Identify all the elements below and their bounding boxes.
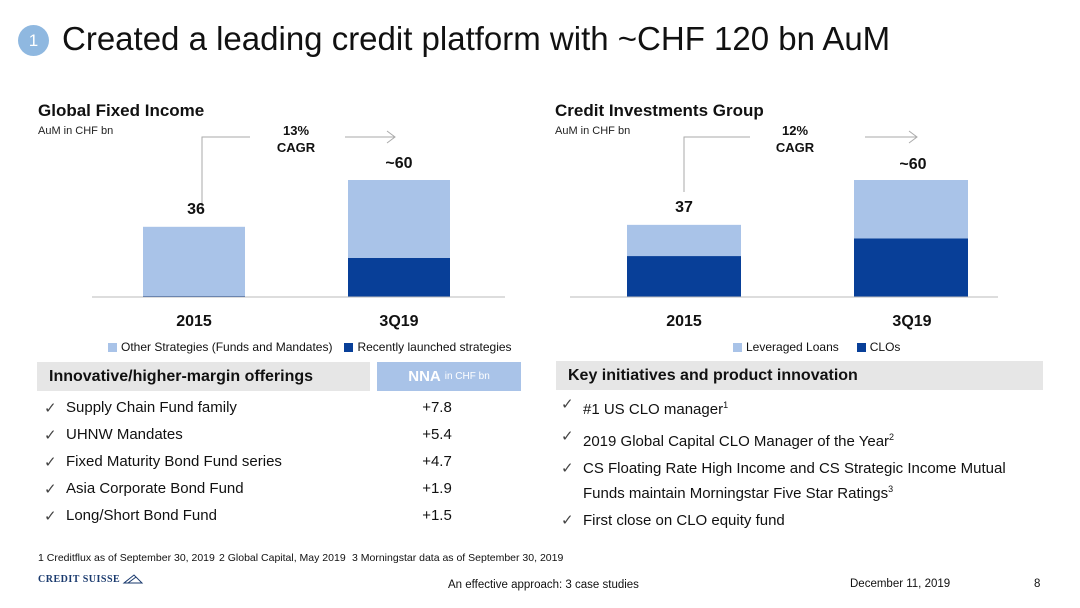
initiative-text: First close on CLO equity fund: [583, 512, 785, 529]
footnote-1: 1 Creditflux as of September 30, 2019: [38, 552, 215, 564]
bar-segment-light-3q19: [348, 180, 450, 258]
nna-value: +7.8: [422, 399, 452, 416]
section-number-badge: 1: [18, 25, 49, 56]
table-row: ✓ UHNW Mandates +5.4: [44, 421, 524, 448]
cagr-bracket-left-a: [201, 136, 250, 210]
nna-heading: NNA in CHF bn: [377, 362, 521, 391]
bar-segment-light-3q19: [854, 180, 968, 239]
page-title: Created a leading credit platform with ~…: [62, 20, 891, 57]
offering-label: Fixed Maturity Bond Fund series: [66, 453, 282, 470]
check-icon: ✓: [44, 426, 57, 444]
initiatives-list: ✓ #1 US CLO manager1 ✓ 2019 Global Capit…: [561, 395, 1031, 531]
legend-swatch-light-right: [733, 342, 742, 352]
nna-value: +4.7: [422, 453, 452, 470]
bar-segment-light-2015: [627, 224, 741, 257]
check-icon: ✓: [44, 507, 57, 525]
offering-label: UHNW Mandates: [66, 426, 183, 443]
offering-item: ✓ Asia Corporate Bond Fund: [44, 475, 397, 502]
legend-swatch-dark-right: [856, 342, 866, 352]
initiatives-heading: Key initiatives and product innovation: [556, 361, 1043, 390]
legend-left: Other Strategies (Funds and Mandates) Re…: [108, 340, 512, 354]
list-item: ✓ First close on CLO equity fund: [561, 511, 1031, 531]
bar-total-left-2015: 36: [187, 201, 205, 218]
initiative-text: 2019 Global Capital CLO Manager of the Y…: [583, 432, 895, 450]
legend-label-other: Other Strategies (Funds and Mandates): [121, 340, 333, 354]
footnote-2: 2 Global Capital, May 2019: [219, 552, 346, 564]
nna-value: +1.9: [422, 480, 452, 497]
offering-label: Asia Corporate Bond Fund: [66, 480, 244, 497]
table-row: ✓ Long/Short Bond Fund +1.5: [44, 502, 524, 529]
offering-label: Long/Short Bond Fund: [66, 507, 217, 524]
offering-item: ✓ Long/Short Bond Fund: [44, 502, 397, 529]
legend-right: Leveraged Loans CLOs: [733, 340, 900, 354]
chart-title-left: Global Fixed Income: [38, 101, 205, 120]
chart-unit-right: AuM in CHF bn: [555, 125, 631, 137]
legend-label-recent: Recently launched strategies: [357, 340, 512, 354]
legend-swatch-light: [108, 342, 117, 352]
legend-swatch-dark: [344, 342, 354, 352]
check-icon: ✓: [44, 480, 57, 498]
legend-label-leveraged: Leveraged Loans: [746, 340, 839, 354]
offerings-table: ✓ Supply Chain Fund family +7.8 ✓ UHNW Man…: [44, 394, 524, 529]
chart-svg-left: [92, 130, 505, 298]
cagr-left: 13% CAGR: [266, 122, 326, 156]
initiative-text: #1 US CLO manager1: [583, 400, 729, 418]
table-row: ✓ Fixed Maturity Bond Fund series +4.7: [44, 448, 524, 475]
check-icon: ✓: [561, 428, 574, 445]
x-label-right-2015: 2015: [666, 313, 702, 330]
initiative-text: CS Floating Rate High Income and CS Stra…: [583, 460, 1006, 502]
nna-heading-label: NNA: [408, 368, 441, 385]
bar-segment-light-2015: [143, 226, 245, 297]
bar-total-left-3q19: ~60: [385, 155, 413, 172]
check-icon: ✓: [561, 512, 574, 529]
check-icon: ✓: [44, 453, 57, 471]
check-icon: ✓: [44, 399, 57, 417]
table-row: ✓ Supply Chain Fund family +7.8: [44, 394, 524, 421]
offering-item: ✓ Fixed Maturity Bond Fund series: [44, 448, 397, 475]
nna-value: +5.4: [422, 426, 452, 443]
check-icon: ✓: [561, 396, 574, 413]
cagr-right: 12% CAGR: [765, 122, 825, 156]
offering-item: ✓ Supply Chain Fund family: [44, 394, 397, 421]
footnote-3: 3 Morningstar data as of September 30, 2…: [352, 552, 564, 564]
company-logo: CREDIT SUISSE: [38, 573, 144, 585]
bar-segment-dark-3q19: [348, 258, 450, 297]
bar-total-right-2015: 37: [675, 199, 693, 216]
nna-heading-unit: in CHF bn: [444, 371, 490, 382]
list-item: ✓ CS Floating Rate High Income and CS St…: [561, 459, 1031, 504]
cagr-arrowhead-left: [386, 130, 396, 144]
chart-title-right: Credit Investments Group: [555, 101, 764, 120]
table-row: ✓ Asia Corporate Bond Fund +1.9: [44, 475, 524, 502]
list-item: ✓ 2019 Global Capital CLO Manager of the…: [561, 427, 1031, 452]
cagr-value-right: 12%: [781, 123, 809, 138]
cagr-label-right: CAGR: [775, 140, 815, 155]
footer-date: December 11, 2019: [850, 578, 951, 590]
chart-svg-right: [570, 130, 998, 298]
legend-label-clos: CLOs: [869, 340, 901, 354]
check-icon: ✓: [561, 460, 574, 477]
cagr-arrowhead-right: [908, 130, 918, 144]
list-item: ✓ #1 US CLO manager1: [561, 395, 1031, 420]
cagr-bracket-right-a: [683, 136, 750, 192]
offering-label: Supply Chain Fund family: [66, 399, 237, 416]
page-number: 8: [1034, 578, 1041, 590]
offering-item: ✓ UHNW Mandates: [44, 421, 397, 448]
bar-segment-dark-2015: [627, 256, 741, 297]
bar-total-right-3q19: ~60: [899, 156, 927, 173]
cagr-value-left: 13%: [282, 123, 310, 138]
sail-icon: [122, 574, 144, 584]
x-label-right-3q19: 3Q19: [892, 313, 932, 330]
cagr-label-left: CAGR: [276, 140, 316, 155]
logo-text: CREDIT SUISSE: [38, 573, 121, 585]
x-label-left-3q19: 3Q19: [379, 313, 419, 330]
footer-caption: An effective approach: 3 case studies: [448, 579, 639, 591]
nna-value: +1.5: [422, 507, 452, 524]
chart-unit-left: AuM in CHF bn: [38, 125, 114, 137]
bar-segment-dark-3q19: [854, 238, 968, 297]
offerings-heading: Innovative/higher-margin offerings: [37, 362, 370, 391]
x-label-left-2015: 2015: [176, 313, 212, 330]
